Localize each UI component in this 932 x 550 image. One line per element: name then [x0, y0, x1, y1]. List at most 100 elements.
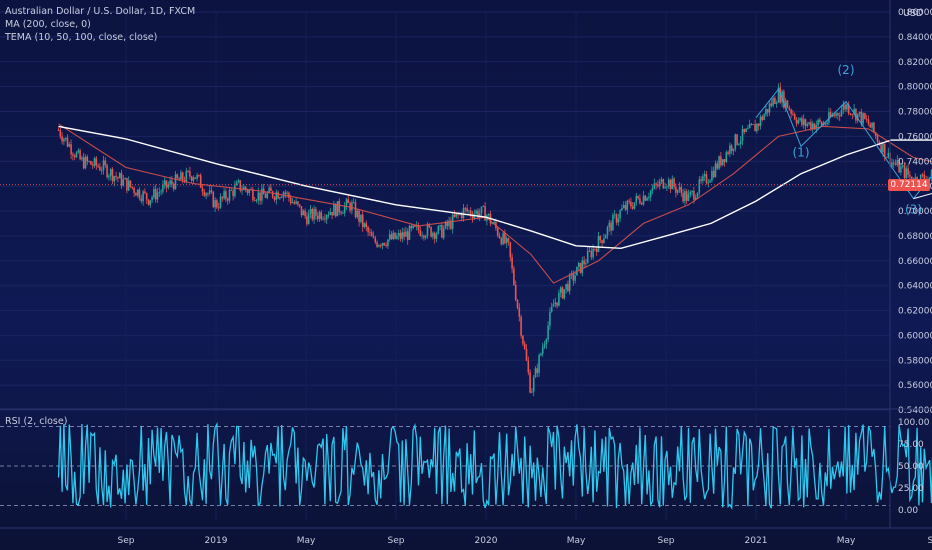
price-tick-label: 0.78000: [898, 108, 932, 118]
candle-body: [792, 113, 794, 115]
candle-body: [293, 202, 296, 204]
candle-body: [905, 168, 908, 179]
candle-body: [802, 119, 805, 125]
candle-body: [309, 209, 312, 214]
candle-body: [720, 156, 722, 166]
candle-body: [795, 119, 798, 124]
candle-body: [630, 201, 632, 207]
candle-body: [248, 189, 251, 193]
candle-body: [748, 123, 751, 129]
candle-body: [403, 232, 405, 237]
candle-body: [705, 174, 708, 184]
candle-body: [394, 232, 396, 239]
candle-body: [520, 316, 522, 336]
candle-body: [545, 339, 548, 345]
candle-body: [633, 202, 636, 209]
candle-body: [176, 174, 179, 179]
price-tick-label: 0.76000: [898, 132, 932, 142]
candle-body: [140, 198, 143, 202]
last-price-badge: 0.72114: [888, 179, 930, 191]
candle-body: [711, 170, 713, 181]
candle-body: [536, 368, 539, 373]
price-tick-label: 0.70000: [898, 207, 932, 217]
candle-body: [437, 226, 440, 234]
candle-body: [77, 150, 80, 153]
candle-body: [577, 262, 580, 267]
candle-body: [855, 108, 857, 121]
candle-body: [352, 202, 355, 204]
candle-body: [624, 205, 627, 210]
candle-body: [243, 186, 245, 191]
candle-body: [455, 213, 458, 217]
candle-body: [118, 173, 121, 179]
candle-body: [205, 193, 207, 196]
candle-body: [538, 355, 540, 373]
candle-body: [549, 311, 551, 326]
candle-body: [504, 233, 506, 244]
candle-body: [419, 230, 422, 236]
candle-body: [471, 214, 474, 218]
candle-body: [156, 192, 159, 200]
candle-body: [370, 232, 373, 237]
candle-body: [820, 121, 823, 126]
candle-body: [846, 104, 848, 110]
candle-body: [828, 112, 830, 123]
candle-body: [464, 207, 467, 209]
candle-body: [774, 97, 776, 104]
candle-body: [621, 208, 623, 211]
candle-body: [273, 197, 276, 200]
candle-body: [808, 122, 810, 125]
candle-body: [277, 192, 279, 199]
candle-body: [271, 191, 274, 198]
candle-body: [374, 237, 377, 243]
candle-body: [388, 234, 391, 240]
candle-body: [694, 197, 697, 200]
candle-body: [320, 212, 323, 220]
rsi-tick-label: 0.00: [898, 506, 918, 516]
candle-body: [838, 115, 841, 117]
candle-body: [369, 232, 371, 234]
candle-body: [381, 242, 384, 246]
candle-body: [279, 197, 281, 199]
time-tick-label: May: [837, 536, 856, 546]
candle-body: [252, 189, 254, 200]
candle-body: [676, 189, 679, 193]
wave-label: (1): [793, 145, 810, 159]
candle-body: [613, 214, 616, 216]
candle-body: [61, 136, 63, 142]
candle-body: [207, 193, 209, 195]
time-tick-label: May: [567, 536, 586, 546]
candle-body: [68, 144, 71, 147]
ma200-line: [58, 125, 932, 250]
candle-body: [163, 180, 166, 185]
candle-body: [837, 113, 839, 116]
candle-body: [480, 206, 483, 214]
candle-body: [385, 245, 387, 247]
candle-body: [219, 196, 222, 208]
candle-body: [745, 128, 747, 132]
candle-body: [603, 238, 605, 244]
candle-body: [487, 213, 490, 216]
candle-body: [235, 182, 238, 186]
candle-body: [824, 123, 827, 125]
candle-body: [268, 187, 270, 193]
candle-body: [230, 189, 233, 191]
candle-body: [849, 113, 852, 115]
time-tick-label: Sep: [388, 536, 405, 546]
candle-body: [88, 161, 90, 163]
candle-body: [509, 242, 512, 258]
candle-body: [147, 199, 150, 205]
candle-body: [909, 174, 911, 177]
candle-body: [572, 273, 575, 281]
price-tick-label: 0.56000: [898, 381, 932, 391]
candle-body: [516, 300, 519, 308]
candle-body: [199, 175, 202, 188]
candle-body: [873, 122, 875, 133]
candle-body: [563, 289, 566, 299]
candle-body: [619, 210, 621, 219]
candle-body: [99, 166, 101, 171]
candle-body: [756, 123, 758, 132]
candle-body: [502, 233, 504, 245]
candle-body: [783, 91, 785, 108]
